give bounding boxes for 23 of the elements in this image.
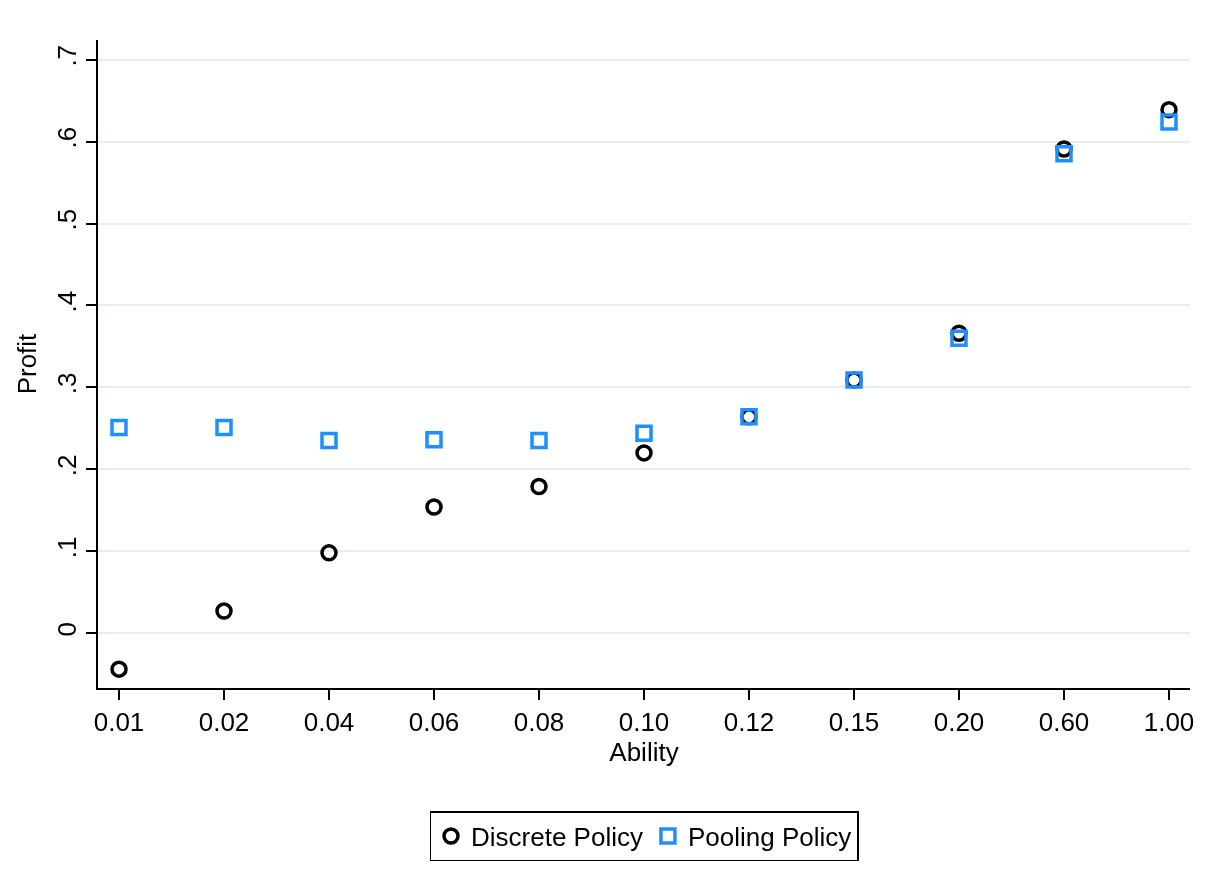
x-tick-label: 0.10: [618, 706, 670, 737]
y-tick-label: .3: [51, 372, 82, 395]
x-tick-label: 1.00: [1143, 706, 1195, 737]
legend-label: Pooling Policy: [687, 822, 852, 853]
x-axis-title: Ability: [609, 736, 679, 767]
x-tick-label: 0.20: [933, 706, 985, 737]
y-tick-label: .2: [51, 454, 82, 477]
legend-label: Discrete Policy: [471, 822, 643, 853]
x-tick-label: 0.02: [198, 706, 250, 737]
y-tick-label: .1: [51, 536, 82, 559]
x-tick-label: 0.06: [408, 706, 460, 737]
x-tick-label: 0.04: [303, 706, 355, 737]
y-tick-label: .4: [51, 290, 82, 313]
x-tick-label: 0.01: [93, 706, 145, 737]
x-tick-label: 0.60: [1038, 706, 1090, 737]
x-tick-label: 0.15: [828, 706, 880, 737]
x-tick-label: 0.12: [723, 706, 775, 737]
y-tick-label: .7: [51, 44, 82, 67]
y-tick-label: 0: [51, 621, 82, 637]
x-tick-label: 0.08: [513, 706, 565, 737]
y-axis-title: Profit: [11, 332, 42, 395]
y-tick-label: .5: [51, 208, 82, 231]
y-tick-label: .6: [51, 126, 82, 149]
